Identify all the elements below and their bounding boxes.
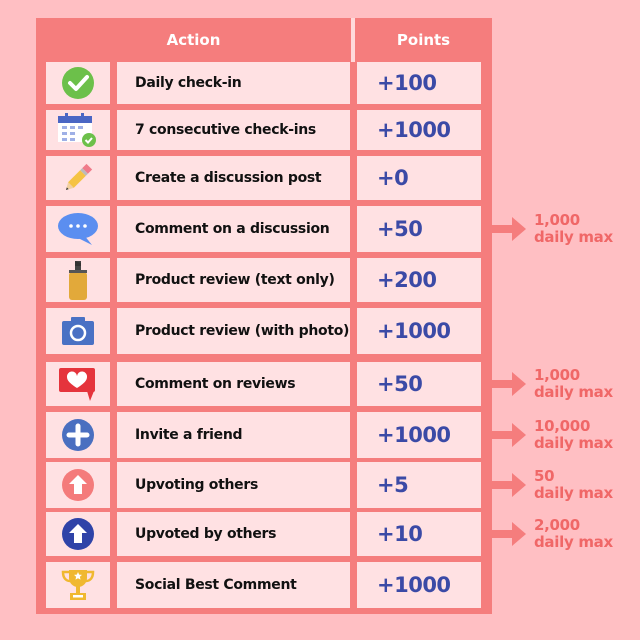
trophy-icon (60, 567, 96, 603)
arrow-right-icon (492, 217, 526, 241)
action-label: Upvoted by others (117, 512, 350, 556)
icon-cell (46, 462, 110, 508)
points-table: Action Points Daily check-in +100 7 consec… (36, 18, 492, 614)
header-divider (351, 18, 355, 62)
points-value: +10 (357, 512, 481, 556)
points-value: +1000 (357, 412, 481, 458)
daily-max-note: 50 daily max (492, 468, 613, 502)
points-value: +100 (357, 62, 481, 104)
daily-max-note: 10,000 daily max (492, 418, 613, 452)
action-label: Comment on a discussion (117, 206, 350, 252)
daily-max-amount: 1,000 (534, 366, 580, 384)
daily-max-label: daily max (534, 533, 613, 551)
icon-cell (46, 62, 110, 104)
daily-max-note: 1,000 daily max (492, 367, 613, 401)
lotion-bottle-icon (66, 259, 90, 301)
daily-max-amount: 50 (534, 467, 555, 485)
icon-cell (46, 412, 110, 458)
header-points: Points (396, 31, 451, 49)
points-value: +50 (357, 362, 481, 406)
icon-cell (46, 512, 110, 556)
daily-max-label: daily max (534, 383, 613, 401)
arrow-right-icon (492, 423, 526, 447)
arrow-right-icon (492, 372, 526, 396)
action-label: Product review (text only) (117, 258, 350, 302)
points-value: +1000 (357, 562, 481, 608)
daily-max-amount: 2,000 (534, 516, 580, 534)
action-label: Create a discussion post (117, 156, 350, 200)
icon-cell (46, 156, 110, 200)
calendar-check-icon (56, 112, 100, 148)
heart-bubble-icon (57, 366, 99, 402)
daily-max-label: daily max (534, 228, 613, 246)
icon-cell (46, 206, 110, 252)
daily-max-amount: 10,000 (534, 417, 591, 435)
action-label: Social Best Comment (117, 562, 350, 608)
daily-max-note: 1,000 daily max (492, 212, 613, 246)
action-label: Product review (with photo) (117, 308, 350, 354)
pencil-icon (60, 160, 96, 196)
icon-cell (46, 308, 110, 354)
arrow-right-icon (492, 473, 526, 497)
camera-icon (60, 315, 96, 347)
points-value: +1000 (357, 110, 481, 150)
icon-cell (46, 110, 110, 150)
icon-cell (46, 258, 110, 302)
action-label: Upvoting others (117, 462, 350, 508)
action-label: Daily check-in (117, 62, 350, 104)
plus-circle-icon (61, 418, 95, 452)
header-action: Action (166, 31, 221, 49)
icon-cell (46, 362, 110, 406)
speech-bubble-icon (56, 211, 100, 247)
check-circle-icon (61, 66, 95, 100)
points-value: +5 (357, 462, 481, 508)
action-label: Comment on reviews (117, 362, 350, 406)
arrow-right-icon (492, 522, 526, 546)
icon-cell (46, 562, 110, 608)
daily-max-label: daily max (534, 484, 613, 502)
arrow-up-circle-blue-icon (61, 517, 95, 551)
daily-max-amount: 1,000 (534, 211, 580, 229)
arrow-up-circle-pink-icon (61, 468, 95, 502)
points-value: +200 (357, 258, 481, 302)
action-label: 7 consecutive check-ins (117, 110, 350, 150)
daily-max-label: daily max (534, 434, 613, 452)
daily-max-note: 2,000 daily max (492, 517, 613, 551)
action-label: Invite a friend (117, 412, 350, 458)
points-value: +0 (357, 156, 481, 200)
points-value: +50 (357, 206, 481, 252)
points-value: +1000 (357, 308, 481, 354)
